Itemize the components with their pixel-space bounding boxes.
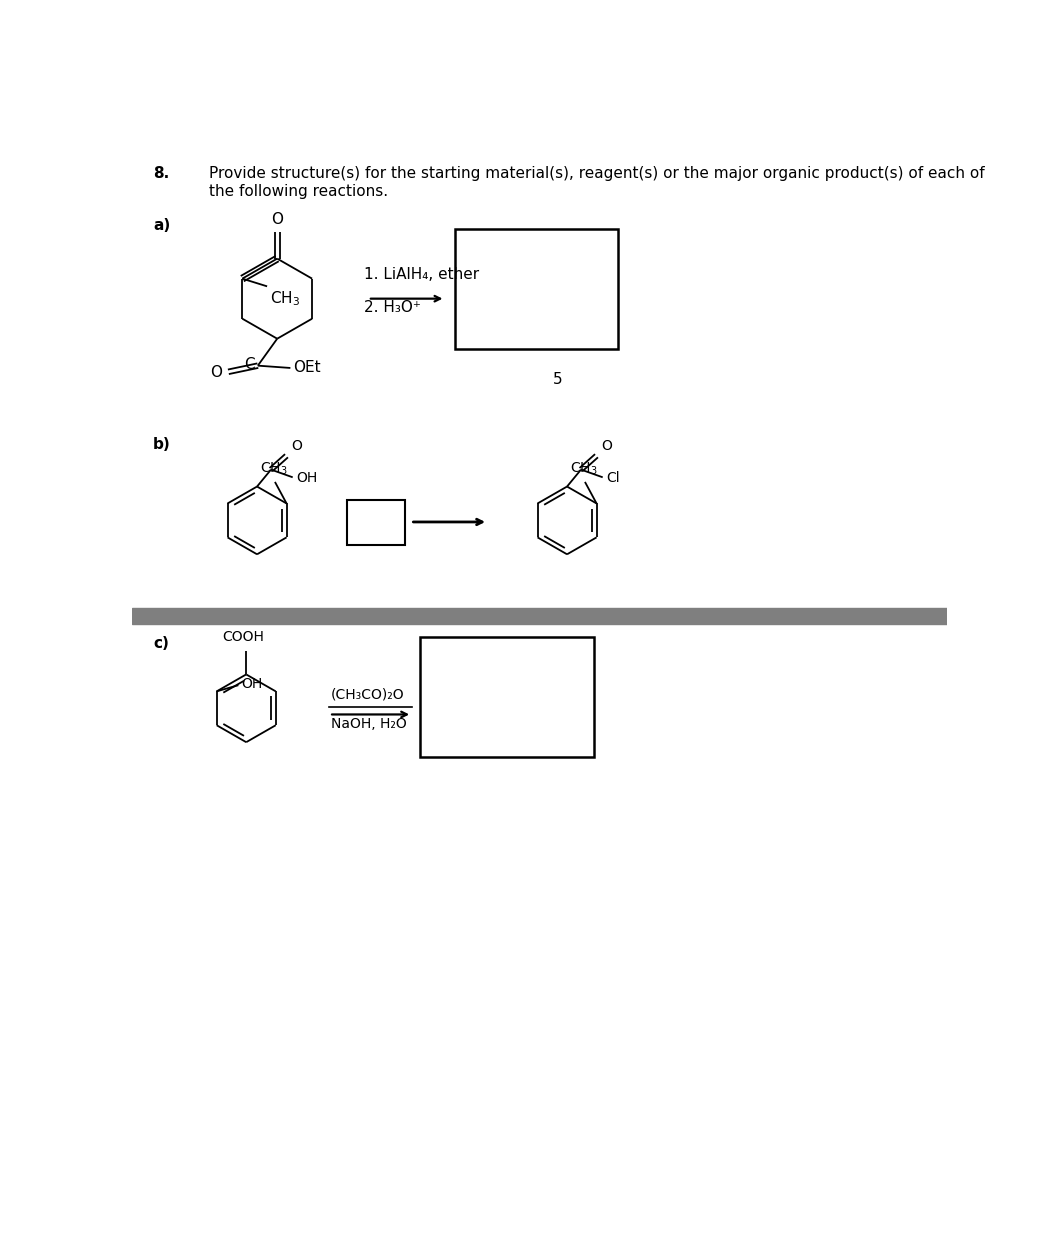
Text: CH$_3$: CH$_3$ [270, 290, 301, 309]
Bar [456, 229, 619, 348]
Text: OH: OH [242, 678, 263, 692]
Text: O: O [271, 211, 283, 228]
Text: a): a) [154, 218, 170, 233]
Text: OEt: OEt [294, 361, 321, 376]
Bar [420, 637, 594, 756]
Text: NaOH, H₂O: NaOH, H₂O [330, 717, 406, 730]
Text: OH: OH [296, 471, 317, 485]
Text: CH$_3$: CH$_3$ [260, 460, 287, 476]
Text: b): b) [154, 437, 170, 453]
Text: 1. LiAlH₄, ether: 1. LiAlH₄, ether [364, 266, 479, 281]
Text: Cl: Cl [606, 471, 620, 485]
Text: C: C [244, 357, 255, 372]
Text: 8.: 8. [154, 167, 169, 182]
Text: (CH₃CO)₂O: (CH₃CO)₂O [330, 688, 404, 702]
Text: Provide structure(s) for the starting material(s), reagent(s) or the major organ: Provide structure(s) for the starting ma… [209, 167, 985, 199]
Text: CH$_3$: CH$_3$ [569, 460, 598, 476]
Text: COOH: COOH [222, 629, 264, 643]
Text: 5: 5 [553, 372, 563, 387]
Bar [132, 608, 947, 623]
Text: 2. H₃O⁺: 2. H₃O⁺ [364, 300, 421, 315]
Text: c): c) [154, 636, 169, 651]
Text: O: O [291, 439, 302, 453]
Text: O: O [210, 364, 222, 381]
Bar [347, 500, 405, 545]
Text: O: O [601, 439, 612, 453]
